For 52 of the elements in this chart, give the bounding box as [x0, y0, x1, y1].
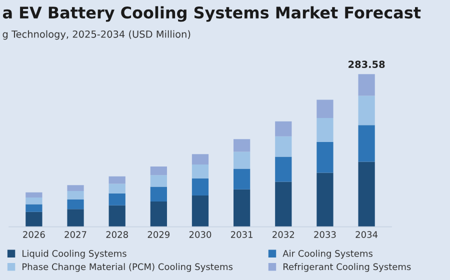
x-tick-label: 2031: [231, 231, 252, 238]
bar: [108, 176, 126, 184]
bar: [67, 199, 84, 210]
bar: [316, 142, 334, 173]
bar: [67, 185, 84, 192]
bar: [150, 186, 167, 202]
bar: [316, 100, 334, 118]
bar: [234, 152, 250, 169]
bar: [234, 189, 250, 227]
chart-subtitle: g Technology, 2025-2034 (USD Million): [2, 30, 190, 40]
legend-label: Refrigerant Cooling Systems: [284, 263, 411, 272]
bar: [150, 166, 167, 176]
bar: [316, 118, 334, 142]
legend-label: Air Cooling Systems: [282, 250, 373, 259]
annotation: 283.58: [348, 60, 385, 68]
x-tick-label: 2033: [314, 231, 336, 238]
bar: [26, 197, 42, 204]
bar: [358, 125, 375, 162]
bar: [192, 178, 209, 196]
bar: [275, 136, 292, 157]
bar: [192, 154, 209, 164]
bar: [192, 164, 209, 179]
bar: [108, 193, 126, 206]
legend-label: Liquid Cooling Systems: [22, 250, 126, 259]
bar: [26, 204, 42, 212]
bar: [192, 195, 209, 227]
bar: [234, 139, 250, 152]
x-tick-label: 2026: [23, 231, 45, 238]
x-tick-label: 2030: [189, 231, 212, 238]
chart-title: a EV Battery Cooling Systems Market Forecast: [2, 6, 421, 22]
x-tick-label: 2034: [356, 231, 378, 238]
bar: [358, 162, 375, 227]
bar: [150, 201, 167, 227]
bar: [358, 96, 375, 126]
legend-label: Phase Change Material (PCM) Cooling Systems: [22, 263, 233, 272]
bar: [26, 192, 42, 198]
bar: [150, 175, 167, 187]
bar: [234, 168, 250, 190]
x-tick-label: 2027: [64, 231, 86, 238]
x-tick-label: 2032: [272, 231, 294, 238]
bar: [108, 205, 126, 227]
bar: [67, 191, 84, 200]
bar: [26, 212, 42, 227]
x-tick-label: 2029: [148, 231, 170, 238]
bar: [108, 184, 126, 194]
bar: [67, 209, 84, 227]
bar: [358, 74, 375, 96]
bar: [275, 121, 292, 136]
bar: [316, 172, 334, 227]
x-tick-label: 2028: [106, 231, 128, 238]
bar: [275, 156, 292, 182]
bar: [275, 182, 292, 227]
